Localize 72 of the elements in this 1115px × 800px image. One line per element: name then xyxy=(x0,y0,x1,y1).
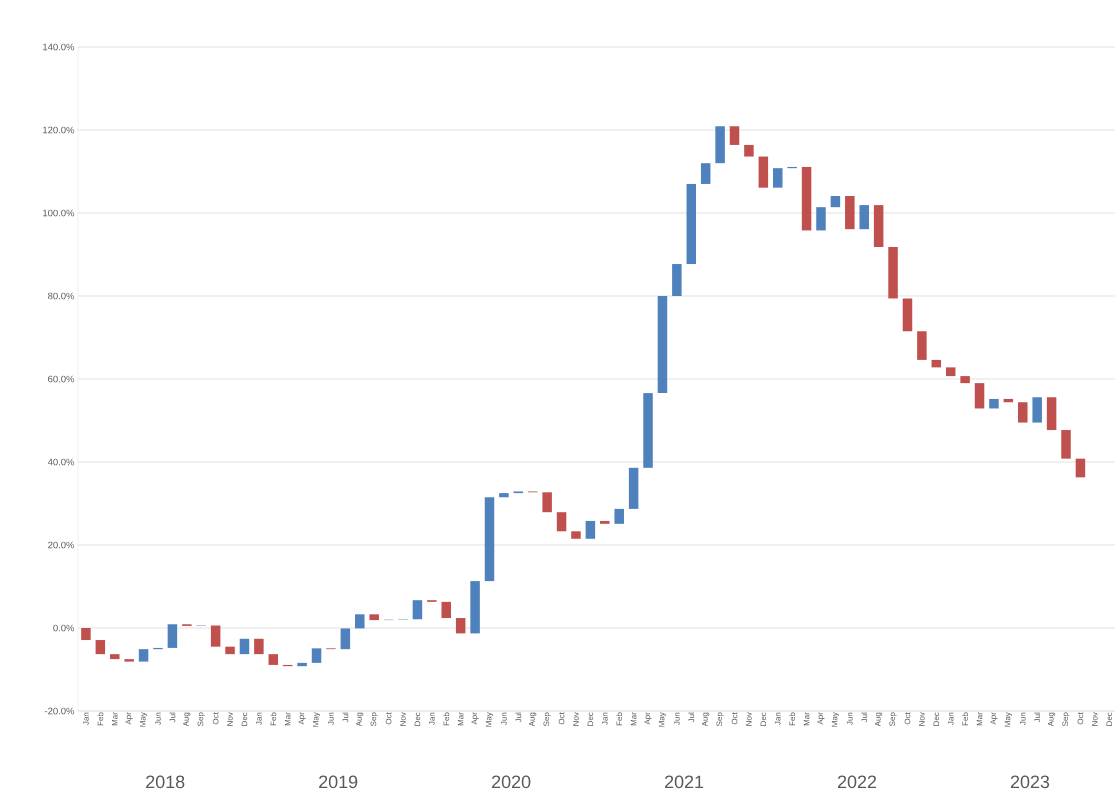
bar xyxy=(700,163,711,184)
text: 2022 xyxy=(837,775,877,789)
bar xyxy=(830,195,841,208)
bar xyxy=(758,156,769,188)
bar xyxy=(225,646,235,655)
text: 2018 xyxy=(146,775,185,789)
bar xyxy=(239,638,250,655)
bar xyxy=(643,393,653,468)
bar xyxy=(801,166,812,231)
bar xyxy=(470,581,480,634)
bar xyxy=(484,497,495,582)
bar xyxy=(210,625,221,647)
bar xyxy=(585,520,596,539)
bar xyxy=(744,144,754,157)
bar xyxy=(254,638,264,655)
bar xyxy=(297,662,307,667)
bar xyxy=(686,183,697,265)
bar xyxy=(167,624,178,648)
bar xyxy=(124,659,134,662)
bar xyxy=(974,383,985,409)
bar xyxy=(455,618,466,634)
bar xyxy=(989,398,999,409)
bar xyxy=(311,648,322,663)
bar xyxy=(715,126,725,164)
bar xyxy=(628,467,639,509)
bar xyxy=(412,600,423,620)
bar xyxy=(95,640,106,655)
bar xyxy=(945,367,956,377)
bar xyxy=(1075,458,1086,478)
bar xyxy=(917,331,927,360)
bar xyxy=(873,205,884,248)
bar xyxy=(441,601,452,619)
bar xyxy=(81,628,91,641)
bar xyxy=(888,247,898,299)
bar xyxy=(499,493,509,498)
bar xyxy=(816,207,826,231)
bar xyxy=(542,492,552,513)
bar xyxy=(902,298,913,332)
bar xyxy=(1061,430,1071,459)
bar xyxy=(773,168,783,188)
bar xyxy=(268,654,279,665)
bar xyxy=(845,195,855,230)
bar xyxy=(1046,397,1057,431)
y-tick-label: 0.0% xyxy=(53,624,75,632)
bar xyxy=(614,508,624,524)
bar xyxy=(1018,402,1028,423)
bar xyxy=(729,126,740,145)
bar xyxy=(355,614,365,629)
text: 2023 xyxy=(1010,775,1050,789)
bar xyxy=(600,520,610,524)
bar xyxy=(571,531,581,539)
y-tick-label: 40.0% xyxy=(47,458,75,466)
bar xyxy=(960,376,970,384)
bar xyxy=(556,512,567,532)
bar xyxy=(340,628,351,650)
bar xyxy=(672,264,682,296)
bar xyxy=(369,614,379,621)
y-tick-label: 100.0% xyxy=(43,209,75,217)
bar xyxy=(657,296,668,394)
y-tick-label: -20.0% xyxy=(44,707,75,715)
y-tick-label: 80.0% xyxy=(48,292,75,300)
y-tick-label: 60.0% xyxy=(48,375,75,383)
text: 2021 xyxy=(665,775,704,789)
text: 2020 xyxy=(492,775,531,789)
bar xyxy=(138,649,149,662)
text: 2019 xyxy=(319,775,358,789)
y-tick-label: 120.0% xyxy=(43,126,75,134)
bar xyxy=(1032,397,1042,423)
bar xyxy=(110,654,120,660)
bar xyxy=(859,205,869,230)
y-tick-label: 140.0% xyxy=(43,43,75,51)
y-tick-label: 20.0% xyxy=(48,541,75,549)
